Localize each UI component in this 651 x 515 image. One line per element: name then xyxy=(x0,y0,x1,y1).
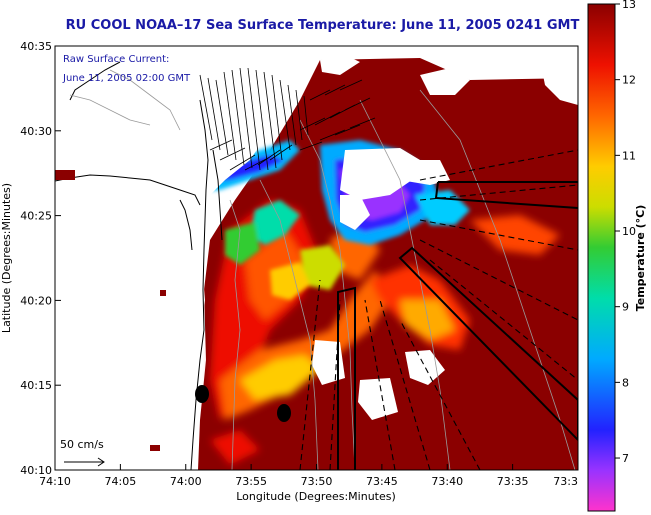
annotation-line1: Raw Surface Current: xyxy=(63,54,169,65)
colorbar-label: Temperature (°C) xyxy=(634,205,647,312)
data-speckle xyxy=(150,445,160,451)
colorbar-tick-label: 11 xyxy=(622,149,636,162)
land-mass xyxy=(55,46,300,470)
coastline xyxy=(55,61,223,470)
colorbar-ticks: 13 12 11 10 9 8 7 xyxy=(615,0,636,465)
x-axis-label: Longitude (Degrees:Minutes) xyxy=(236,490,396,503)
data-speckle xyxy=(55,170,75,180)
x-tick-label: 74:05 xyxy=(105,475,137,488)
y-tick-label: 40:35 xyxy=(20,40,52,53)
transect-boxes xyxy=(337,181,578,470)
scale-arrow-icon xyxy=(64,457,105,467)
colorbar-tick-label: 8 xyxy=(622,376,629,389)
x-tick-label: 74:10 xyxy=(39,475,71,488)
y-tick-label: 40:20 xyxy=(20,294,52,307)
y-tick-label: 40:25 xyxy=(20,210,52,223)
annotation-line2: June 11, 2005 02:00 GMT xyxy=(62,73,191,84)
y-tick-label: 40:15 xyxy=(20,379,52,392)
map-plot-area xyxy=(55,46,578,470)
colorbar-tick-label: 7 xyxy=(622,452,629,465)
scale-label: 50 cm/s xyxy=(60,438,104,451)
map-title: RU COOL NOAA–17 Sea Surface Temperature:… xyxy=(65,18,580,33)
cloud-mask xyxy=(312,55,578,420)
colorbar-tick-label: 9 xyxy=(622,301,629,314)
colorbar-tick-label: 13 xyxy=(622,0,636,11)
colorbar-tick-label: 12 xyxy=(622,74,636,87)
x-tick-label: 73:45 xyxy=(366,475,398,488)
y-axis-ticks: 40:35 40:30 40:25 40:20 40:15 40:10 xyxy=(20,40,61,477)
x-tick-label: 73:40 xyxy=(431,475,463,488)
bathymetry-contours xyxy=(69,69,576,470)
x-tick-label: 73:3 xyxy=(553,475,578,488)
x-axis-ticks: 74:10 74:05 74:00 73:55 73:50 73:45 73:40 73:35… xyxy=(39,464,579,488)
y-tick-label: 40:10 xyxy=(20,464,52,477)
station-marker xyxy=(277,404,291,422)
surface-current-vectors xyxy=(199,67,376,171)
y-tick-label: 40:30 xyxy=(20,125,52,138)
data-speckle xyxy=(160,290,166,296)
x-tick-label: 73:50 xyxy=(301,475,333,488)
y-axis-label: Latitude (Degrees:Minutes) xyxy=(0,183,13,333)
colorbar xyxy=(587,3,616,512)
x-tick-label: 73:55 xyxy=(235,475,267,488)
x-tick-label: 73:35 xyxy=(497,475,529,488)
station-marker xyxy=(195,385,209,403)
sst-warm-patches xyxy=(210,200,560,465)
x-tick-label: 74:00 xyxy=(170,475,202,488)
colorbar-tick-label: 10 xyxy=(622,225,636,238)
